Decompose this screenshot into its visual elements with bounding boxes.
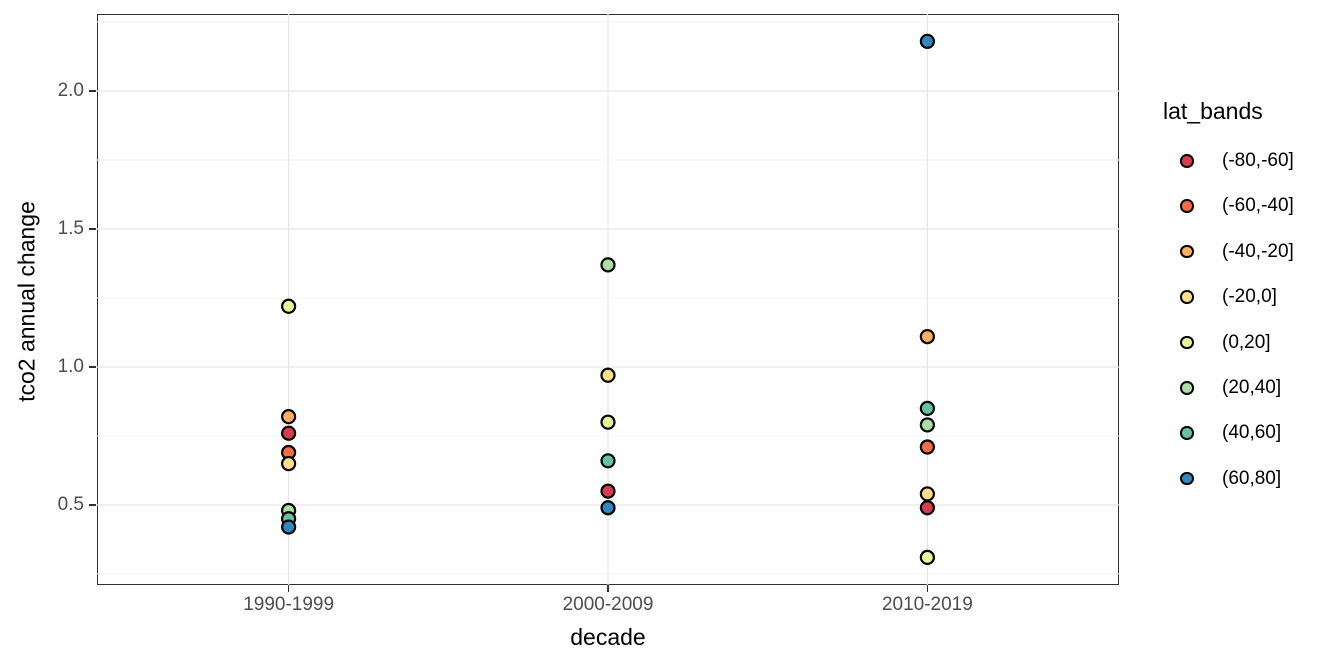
data-point — [919, 416, 935, 433]
data-point — [919, 499, 935, 515]
data-point — [919, 33, 935, 49]
data-point — [919, 439, 935, 455]
data-point — [600, 452, 616, 469]
x-tick-label: 2000-2009 — [562, 594, 654, 615]
x-tick-label: 2010-2019 — [881, 594, 973, 615]
data-point — [280, 455, 296, 471]
data-point — [919, 328, 935, 344]
legend-swatch-icon — [1180, 290, 1194, 304]
legend-item-label: (60,80] — [1222, 467, 1282, 489]
y-tick-label: 1.5 — [57, 217, 84, 239]
data-point — [600, 499, 616, 515]
legend-swatch-icon — [1180, 199, 1194, 213]
y-axis-title: tco2 annual change — [13, 201, 40, 402]
legend-item-label: (-20,0] — [1222, 286, 1277, 308]
legend-item: (-80,-60] — [1150, 147, 1344, 175]
legend-item: (-60,-40] — [1150, 192, 1344, 220]
data-point — [280, 519, 296, 535]
legend-item: (60,80] — [1150, 465, 1344, 493]
data-point — [280, 408, 296, 424]
legend-title: lat_bands — [1163, 98, 1263, 124]
y-tick-label: 2.0 — [57, 79, 84, 101]
y-tick-label: 1.0 — [57, 355, 84, 377]
legend-item: (40,60] — [1150, 419, 1344, 447]
legend-item: (-20,0] — [1150, 283, 1344, 311]
data-point — [919, 400, 935, 416]
x-tick-mark — [607, 585, 609, 592]
legend-item: (20,40] — [1150, 374, 1344, 402]
legend-item: (-40,-20] — [1150, 238, 1344, 266]
y-tick-mark — [89, 504, 96, 506]
x-tick-mark — [926, 585, 929, 592]
data-point — [280, 425, 296, 441]
data-point — [600, 367, 616, 383]
legend-item: (0,20] — [1150, 329, 1344, 357]
legend-item-label: (20,40] — [1222, 377, 1282, 398]
plot-canvas — [96, 13, 1119, 585]
legend-swatch-icon — [1180, 381, 1194, 395]
x-tick-mark — [287, 585, 290, 592]
legend-item-label: (40,60] — [1222, 422, 1282, 444]
data-point — [600, 483, 616, 499]
y-tick-label: 0.5 — [57, 493, 84, 515]
data-point — [600, 414, 616, 430]
legend-swatch-icon — [1180, 244, 1194, 259]
data-point — [600, 256, 616, 273]
x-tick-label: 1990-1999 — [243, 594, 335, 615]
x-axis-title: decade — [570, 624, 646, 650]
legend-item-label: (-40,-20] — [1222, 240, 1294, 262]
data-point — [919, 485, 935, 502]
legend-swatch-icon — [1180, 426, 1194, 440]
y-tick-mark — [89, 90, 96, 92]
data-point — [280, 298, 296, 314]
y-tick-mark — [89, 366, 96, 368]
y-tick-mark — [89, 228, 96, 230]
data-point — [919, 549, 935, 565]
legend-item-label: (-60,-40] — [1222, 195, 1294, 217]
legend-swatch-icon — [1180, 154, 1194, 168]
legend-swatch-icon — [1180, 471, 1194, 486]
legend-item-label: (0,20] — [1222, 331, 1271, 353]
legend-swatch-icon — [1180, 335, 1194, 350]
plot-panel — [96, 13, 1119, 585]
legend-item-label: (-80,-60] — [1222, 150, 1294, 171]
legend: lat_bands (-80,-60] (-60,-40] (-40,-20] (-2… — [1150, 0, 1344, 672]
